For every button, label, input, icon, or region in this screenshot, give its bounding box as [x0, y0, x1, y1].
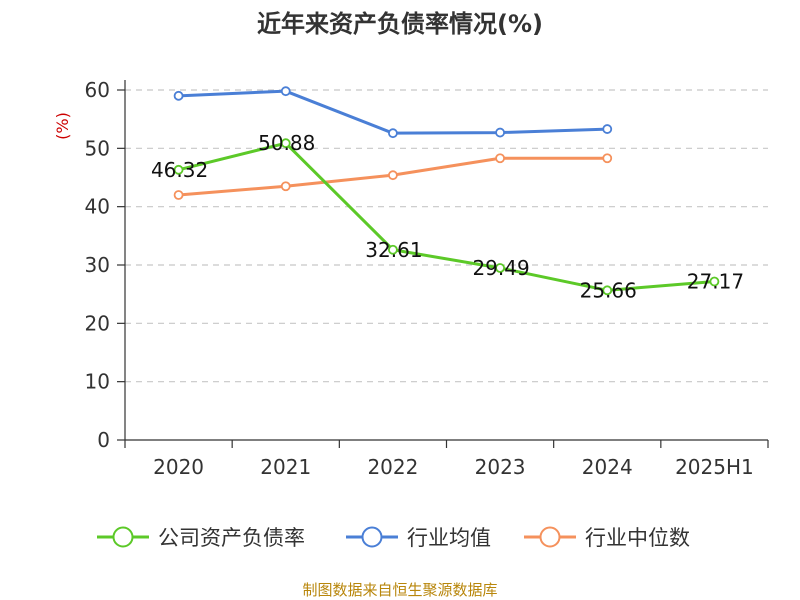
chart-title: 近年来资产负债率情况(%) — [257, 10, 543, 38]
x-tick-label: 2023 — [475, 455, 526, 479]
data-label: 25.66 — [580, 278, 637, 302]
series-2 — [173, 153, 613, 200]
data-label: 50.88 — [258, 131, 315, 155]
series-0 — [173, 138, 720, 296]
data-point — [602, 285, 613, 296]
y-tick-label: 30 — [85, 253, 110, 277]
data-point — [280, 86, 291, 97]
data-point — [173, 164, 184, 175]
data-label: 46.32 — [151, 158, 208, 182]
x-tick-label: 2025H1 — [675, 455, 754, 479]
data-point — [388, 170, 398, 181]
series-line — [178, 89, 608, 135]
data-point — [388, 244, 398, 255]
y-tick-label: 0 — [97, 428, 110, 452]
legend-item-0: 公司资产负债率 — [97, 526, 305, 550]
data-point — [709, 276, 720, 287]
data-point — [495, 263, 505, 273]
series-1 — [173, 86, 613, 139]
data-point — [173, 190, 184, 200]
x-tick-label: 2022 — [367, 455, 418, 479]
y-tick-label: 40 — [85, 195, 110, 219]
y-axis-label: (%) — [53, 112, 72, 140]
data-point — [602, 153, 613, 164]
data-label: 29.49 — [472, 256, 529, 280]
y-tick-label: 20 — [85, 311, 110, 335]
data-point — [495, 127, 505, 138]
data-point — [495, 153, 505, 164]
data-label: 27.17 — [687, 270, 744, 294]
y-tick-label: 10 — [85, 370, 110, 394]
x-tick-label: 2024 — [582, 455, 633, 479]
legend-swatch-marker — [361, 526, 383, 548]
legend-label: 行业均值 — [407, 526, 491, 550]
legend-item-2: 行业中位数 — [524, 526, 690, 550]
grid-lines — [125, 89, 768, 383]
series-line — [178, 141, 715, 292]
axes — [117, 80, 769, 448]
data-point — [388, 128, 398, 139]
legend-label: 公司资产负债率 — [158, 526, 305, 550]
y-tick-label: 60 — [85, 78, 110, 102]
series-lines — [173, 86, 720, 296]
legend-swatch-marker — [112, 526, 134, 548]
data-point — [280, 181, 291, 192]
data-label: 32.61 — [365, 238, 422, 262]
x-tick-label: 2020 — [153, 455, 204, 479]
data-point — [280, 138, 291, 149]
legend: 公司资产负债率 行业均值 行业中位数 — [97, 526, 690, 550]
y-tick-labels: 0 10 20 30 40 50 60 — [85, 78, 110, 452]
x-tick-label: 2021 — [260, 455, 311, 479]
legend-label: 行业中位数 — [585, 526, 690, 550]
y-tick-label: 50 — [85, 136, 110, 160]
data-point — [173, 90, 184, 101]
legend-item-1: 行业均值 — [346, 526, 491, 550]
x-tick-labels: 2020 2021 2022 2023 2024 2025H1 — [153, 455, 754, 479]
data-labels: 46.32 50.88 32.61 29.49 25.66 27.17 — [151, 131, 744, 302]
source-note: 制图数据来自恒生聚源数据库 — [302, 581, 497, 599]
data-point — [602, 124, 613, 134]
legend-swatch-marker — [539, 526, 561, 548]
